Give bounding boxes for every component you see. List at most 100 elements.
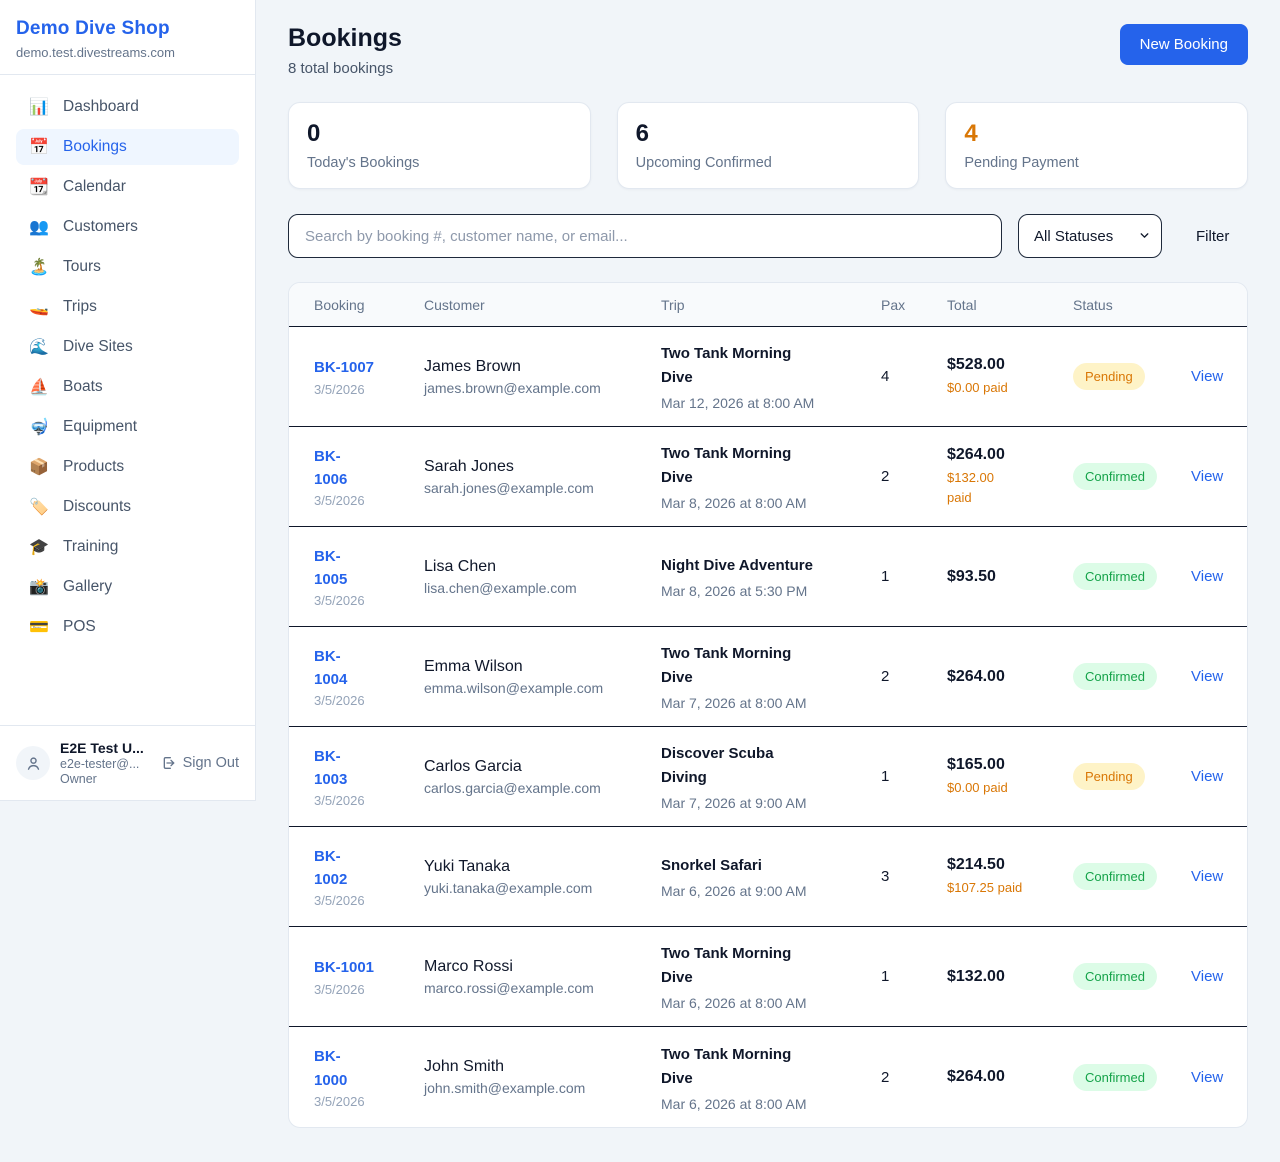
sidebar-item-pos[interactable]: 💳 POS	[16, 609, 239, 645]
people-icon: 👥	[29, 217, 49, 236]
search-input[interactable]	[288, 214, 1002, 258]
status-badge: Confirmed	[1073, 963, 1157, 990]
sidebar-item-label: Equipment	[63, 418, 138, 435]
pax-count: 1	[881, 768, 890, 785]
view-link[interactable]: View	[1191, 968, 1224, 985]
trip-name: Night Dive Adventure	[661, 557, 813, 574]
booking-date: 3/5/2026	[314, 381, 365, 397]
trip-datetime: Mar 6, 2026 at 8:00 AM	[661, 1095, 807, 1112]
customer-name: Carlos Garcia	[424, 757, 522, 775]
booking-id-link[interactable]: BK- 1000	[314, 1048, 348, 1089]
bookings-table: Booking Customer Trip Pax Total Status B…	[288, 282, 1248, 1128]
booking-id-link[interactable]: BK- 1002	[314, 847, 348, 888]
page-subtitle: 8 total bookings	[288, 60, 394, 77]
sidebar-item-equipment[interactable]: 🤿 Equipment	[16, 409, 239, 445]
status-badge: Pending	[1073, 763, 1145, 790]
table-row: BK- 1006 3/5/2026 Sarah Jones sarah.jone…	[289, 427, 1247, 527]
customer-name: Lisa Chen	[424, 557, 497, 575]
customer-email: john.smith@example.com	[424, 1080, 586, 1096]
trip-name: Two Tank Morning Dive	[661, 445, 792, 486]
booking-id-link[interactable]: BK- 1005	[314, 547, 348, 588]
filter-button[interactable]: Filter	[1196, 227, 1230, 245]
total-amount: $132.00	[947, 967, 1005, 985]
total-amount: $264.00	[947, 1068, 1005, 1085]
pax-count: 4	[881, 368, 890, 385]
sidebar-item-customers[interactable]: 👥 Customers	[16, 209, 239, 245]
sidebar-item-label: Tours	[63, 258, 101, 275]
view-link[interactable]: View	[1191, 668, 1224, 685]
sidebar-nav: 📊 Dashboard 📅 Bookings 📆 Calendar 👥 Cust…	[0, 75, 255, 725]
sidebar-item-discounts[interactable]: 🏷️ Discounts	[16, 489, 239, 525]
customer-name: John Smith	[424, 1058, 505, 1075]
booking-date: 3/5/2026	[314, 493, 365, 509]
sidebar-item-gallery[interactable]: 📸 Gallery	[16, 569, 239, 605]
sidebar-item-dashboard[interactable]: 📊 Dashboard	[16, 89, 239, 125]
trip-datetime: Mar 8, 2026 at 5:30 PM	[661, 583, 808, 599]
sidebar-item-trips[interactable]: 🚤 Trips	[16, 289, 239, 325]
col-header-booking: Booking	[314, 296, 365, 313]
sidebar-header: Demo Dive Shop demo.test.divestreams.com	[0, 0, 255, 75]
sidebar-item-boats[interactable]: ⛵ Boats	[16, 369, 239, 405]
sidebar-item-label: Gallery	[63, 578, 113, 595]
sidebar-item-products[interactable]: 📦 Products	[16, 449, 239, 485]
stat-value: 0	[307, 120, 321, 147]
booking-id-link[interactable]: BK-1007	[314, 359, 375, 377]
sign-out-label: Sign Out	[182, 755, 239, 771]
logout-icon	[163, 757, 174, 769]
trip-datetime: Mar 7, 2026 at 8:00 AM	[661, 695, 807, 711]
pax-count: 2	[881, 668, 890, 685]
sidebar-item-tours[interactable]: 🏝️ Tours	[16, 249, 239, 285]
status-badge: Confirmed	[1073, 563, 1157, 590]
col-header-customer: Customer	[424, 296, 485, 313]
user-avatar	[16, 746, 50, 780]
view-link[interactable]: View	[1191, 568, 1224, 585]
sidebar-item-dive-sites[interactable]: 🌊 Dive Sites	[16, 329, 239, 365]
view-link[interactable]: View	[1191, 1068, 1224, 1086]
new-booking-button[interactable]: New Booking	[1119, 24, 1248, 65]
table-header-row: Booking Customer Trip Pax Total Status	[289, 283, 1247, 327]
stat-value: 4	[964, 120, 978, 147]
sidebar-item-calendar[interactable]: 📆 Calendar	[16, 169, 239, 205]
booking-id-link[interactable]: BK- 1004	[314, 647, 348, 688]
sign-out-button[interactable]: Sign Out	[161, 755, 239, 771]
customer-name: James Brown	[424, 357, 521, 375]
table-row: BK- 1002 3/5/2026 Yuki Tanaka yuki.tanak…	[289, 827, 1247, 927]
trip-datetime: Mar 12, 2026 at 8:00 AM	[661, 395, 815, 411]
camera-flash-icon: 📸	[29, 577, 49, 596]
col-header-total: Total	[947, 296, 977, 313]
pax-count: 1	[881, 968, 890, 985]
table-body: BK-1007 3/5/2026 James Brown james.brown…	[289, 327, 1247, 1127]
view-link[interactable]: View	[1191, 768, 1224, 785]
pax-count: 3	[881, 868, 890, 885]
stat-card-upcoming-confirmed: 6 Upcoming Confirmed	[616, 102, 920, 189]
stat-value: 6	[635, 120, 650, 147]
view-link[interactable]: View	[1191, 468, 1224, 485]
col-header-trip: Trip	[661, 296, 685, 313]
stats-row: 0 Today's Bookings 6 Upcoming Confirmed …	[288, 102, 1248, 189]
table-row: BK- 1003 3/5/2026 Carlos Garcia carlos.g…	[289, 727, 1247, 827]
sidebar-item-label: Boats	[63, 378, 103, 395]
view-link[interactable]: View	[1191, 868, 1224, 885]
customer-email: emma.wilson@example.com	[424, 679, 604, 696]
sidebar-item-bookings[interactable]: 📅 Bookings	[16, 129, 239, 165]
total-amount: $528.00	[947, 355, 1005, 373]
booking-date: 3/5/2026	[314, 1093, 365, 1109]
sidebar-item-label: Training	[63, 538, 119, 555]
view-link[interactable]: View	[1191, 368, 1224, 385]
pax-count: 2	[881, 1068, 890, 1086]
sidebar-item-training[interactable]: 🎓 Training	[16, 529, 239, 565]
booking-id-link[interactable]: BK- 1003	[314, 747, 348, 788]
sidebar-item-label: Dive Sites	[63, 338, 133, 355]
stat-card-pending-payment: 4 Pending Payment	[945, 102, 1248, 189]
page-title: Bookings	[288, 24, 402, 52]
sidebar: Demo Dive Shop demo.test.divestreams.com…	[0, 0, 256, 801]
credit-card-icon: 💳	[29, 617, 49, 636]
diving-mask-icon: 🤿	[29, 417, 49, 436]
person-icon	[27, 756, 39, 770]
customer-name: Yuki Tanaka	[424, 857, 510, 875]
stat-label: Pending Payment	[964, 155, 1079, 171]
status-select[interactable]: All Statuses	[1018, 214, 1162, 258]
booking-id-link[interactable]: BK- 1006	[314, 447, 348, 488]
booking-id-link[interactable]: BK-1001	[314, 959, 375, 977]
